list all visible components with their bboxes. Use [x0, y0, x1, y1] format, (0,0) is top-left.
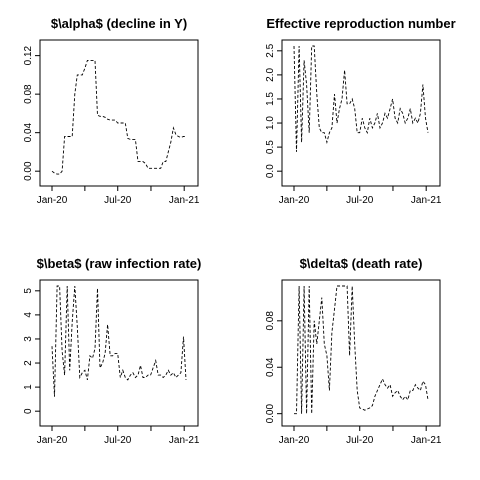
plot-frame	[282, 40, 440, 186]
line-series	[294, 46, 428, 152]
x-tick-label: Jan-21	[169, 435, 200, 446]
y-axis: 0 1 2 3 4 5	[23, 288, 40, 414]
y-tick-label: 5	[23, 288, 34, 294]
x-tick-label: Jan-21	[411, 435, 442, 446]
x-tick-label: Jul-20	[104, 195, 132, 206]
y-tick-label: 1.0	[265, 116, 276, 130]
y-tick-label: 0.08	[265, 311, 276, 331]
x-axis: Jan-20 Jul-20 Jan-21	[279, 186, 442, 206]
series-line-0	[52, 286, 186, 397]
y-tick-label: 0.04	[265, 357, 276, 377]
x-tick-label: Jan-20	[37, 435, 68, 446]
panel-delta: $\delta$ (death rate) Jan-20 Jul-20 Jan-21…	[265, 256, 442, 446]
x-tick-label: Jan-20	[279, 195, 310, 206]
x-tick-label: Jan-20	[37, 195, 68, 206]
y-tick-label: 0.00	[23, 161, 34, 181]
x-tick-label: Jan-21	[411, 195, 442, 206]
x-axis: Jan-20 Jul-20 Jan-21	[37, 186, 200, 206]
x-tick-label: Jan-20	[279, 435, 310, 446]
y-tick-label: 0	[23, 408, 34, 414]
panel-alpha: $\alpha$ (decline in Y) Jan-20 Jul-20 Jan-…	[23, 16, 200, 206]
line-series	[52, 286, 186, 397]
x-tick-label: Jul-20	[346, 195, 374, 206]
series-line-0	[52, 60, 186, 174]
y-axis: 0.00 0.04 0.08 0.12	[23, 45, 40, 180]
panel-title: Effective reproduction number	[266, 16, 455, 31]
y-axis: 0.00 0.04 0.08	[265, 311, 282, 424]
panel-title: $\alpha$ (decline in Y)	[51, 16, 187, 31]
series-line-0	[294, 46, 428, 152]
line-series	[52, 60, 186, 174]
y-tick-label: 0.12	[23, 45, 34, 65]
x-axis: Jan-20 Jul-20 Jan-21	[37, 426, 200, 446]
y-tick-label: 4	[23, 312, 34, 318]
panel-title: $\beta$ (raw infection rate)	[37, 256, 202, 271]
y-tick-label: 1.5	[265, 92, 276, 106]
y-tick-label: 0.5	[265, 140, 276, 154]
plot-frame	[40, 280, 198, 426]
x-tick-label: Jan-21	[169, 195, 200, 206]
y-tick-label: 0.04	[23, 122, 34, 142]
plot-frame	[40, 40, 198, 186]
y-tick-label: 2.0	[265, 68, 276, 82]
x-axis: Jan-20 Jul-20 Jan-21	[279, 426, 442, 446]
x-tick-label: Jul-20	[346, 435, 374, 446]
line-series	[294, 286, 428, 414]
y-tick-label: 0.00	[265, 404, 276, 424]
y-tick-label: 3	[23, 336, 34, 342]
panel-beta: $\beta$ (raw infection rate) Jan-20 Jul-2…	[23, 256, 201, 446]
y-tick-label: 0.0	[265, 164, 276, 178]
y-tick-label: 2	[23, 360, 34, 366]
y-tick-label: 0.08	[23, 84, 34, 104]
panel-reproduction: Effective reproduction number Jan-20 Jul-…	[265, 16, 456, 206]
y-tick-label: 1	[23, 384, 34, 390]
panel-title: $\delta$ (death rate)	[300, 256, 423, 271]
y-tick-label: 2.5	[265, 43, 276, 57]
x-tick-label: Jul-20	[104, 435, 132, 446]
series-line-0	[294, 286, 428, 414]
y-axis: 0.0 0.5 1.0 1.5 2.0 2.5	[265, 43, 282, 178]
